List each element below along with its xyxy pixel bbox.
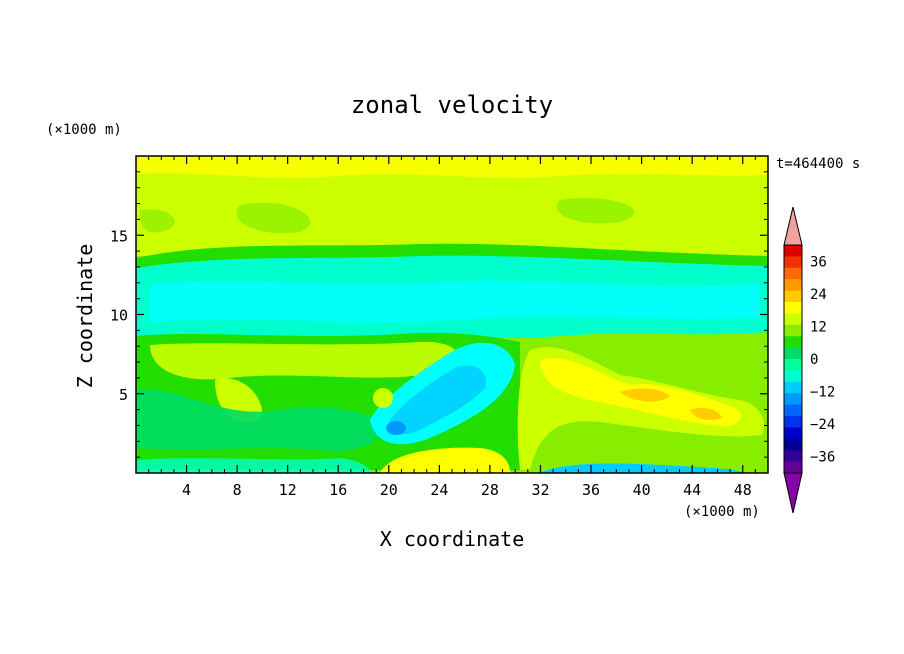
colorbar-swatch [784, 461, 802, 474]
colorbar-swatch [784, 438, 802, 451]
colorbar-swatch [784, 302, 802, 314]
x-tick-label: 16 [329, 481, 347, 499]
colorbar-swatch [784, 313, 802, 326]
field-negative-cell [386, 421, 406, 435]
field-small-lobe [373, 388, 393, 408]
colorbar-over-arrow [783, 206, 803, 246]
x-tick-label: 44 [683, 481, 701, 499]
x-tick-label: 20 [380, 481, 398, 499]
colorbar-swatch [784, 290, 802, 303]
x-axis-label: X coordinate [380, 527, 525, 551]
colorbar-swatch [784, 245, 802, 257]
colorbar-swatch [784, 347, 802, 360]
colorbar-frame [783, 244, 803, 474]
colorbar-tick-label: −12 [810, 385, 835, 401]
field-upper-yellow-patch [136, 156, 768, 178]
field-surface-teal [136, 458, 372, 473]
colorbar-swatch [784, 450, 802, 463]
x-tick-label: 28 [481, 481, 499, 499]
y-tick-label: 15 [110, 227, 128, 245]
colorbar-tick-label: −24 [810, 417, 835, 433]
y-tick-label: 10 [110, 307, 128, 325]
colorbar-swatch [784, 336, 802, 349]
field-upper-green-patches [139, 198, 635, 234]
colorbar-tick-label: 24 [810, 287, 827, 303]
colorbar-swatch [784, 427, 802, 440]
x-tick-label: 4 [182, 481, 191, 499]
x-tick-label: 24 [430, 481, 448, 499]
colorbar-swatch [784, 370, 802, 383]
x-tick-label: 40 [633, 481, 651, 499]
field-positive-max [620, 388, 722, 420]
colorbar-tick-label: 36 [810, 254, 827, 270]
colorbar-tick-label: −36 [810, 450, 835, 466]
field-lower-yellowgreen [150, 341, 458, 380]
x-tick-label: 48 [734, 481, 752, 499]
y-unit-label: (×1000 m) [46, 122, 122, 138]
time-label: t=464400 s [776, 156, 860, 172]
x-tick-label: 32 [531, 481, 549, 499]
colorbar-under-arrow [783, 472, 803, 514]
x-tick-label: 12 [279, 481, 297, 499]
y-tick-label: 5 [119, 386, 128, 404]
x-tick-label: 8 [233, 481, 242, 499]
colorbar-swatch [784, 256, 802, 269]
colorbar-swatch [784, 279, 802, 292]
y-axis-label: Z coordinate [73, 244, 97, 389]
x-unit-label: (×1000 m) [684, 504, 760, 520]
colorbar-swatch [784, 381, 802, 394]
field-negative-plume-core [389, 365, 486, 435]
colorbar-tick-label: 0 [810, 352, 818, 368]
contour-field [136, 156, 768, 473]
colorbar-swatch [784, 267, 802, 280]
chart-title: zonal velocity [351, 91, 553, 119]
colorbar: 36 24 12 0 −12 −24 −36 [783, 206, 835, 514]
field-cyan-core [150, 280, 760, 322]
colorbar-swatch [784, 393, 802, 406]
x-tick-label: 36 [582, 481, 600, 499]
colorbar-swatch [784, 359, 802, 371]
x-axis: 4 8 12 16 20 24 28 32 36 40 44 48 [148, 156, 756, 499]
colorbar-swatch [784, 404, 802, 417]
colorbar-tick-label: 12 [810, 319, 827, 335]
colorbar-swatch [784, 324, 802, 337]
field-lower-teal [136, 389, 382, 451]
colorbar-swatch [784, 416, 802, 428]
field-surface-positive [380, 447, 510, 473]
y-axis: 5 10 15 [110, 171, 768, 458]
